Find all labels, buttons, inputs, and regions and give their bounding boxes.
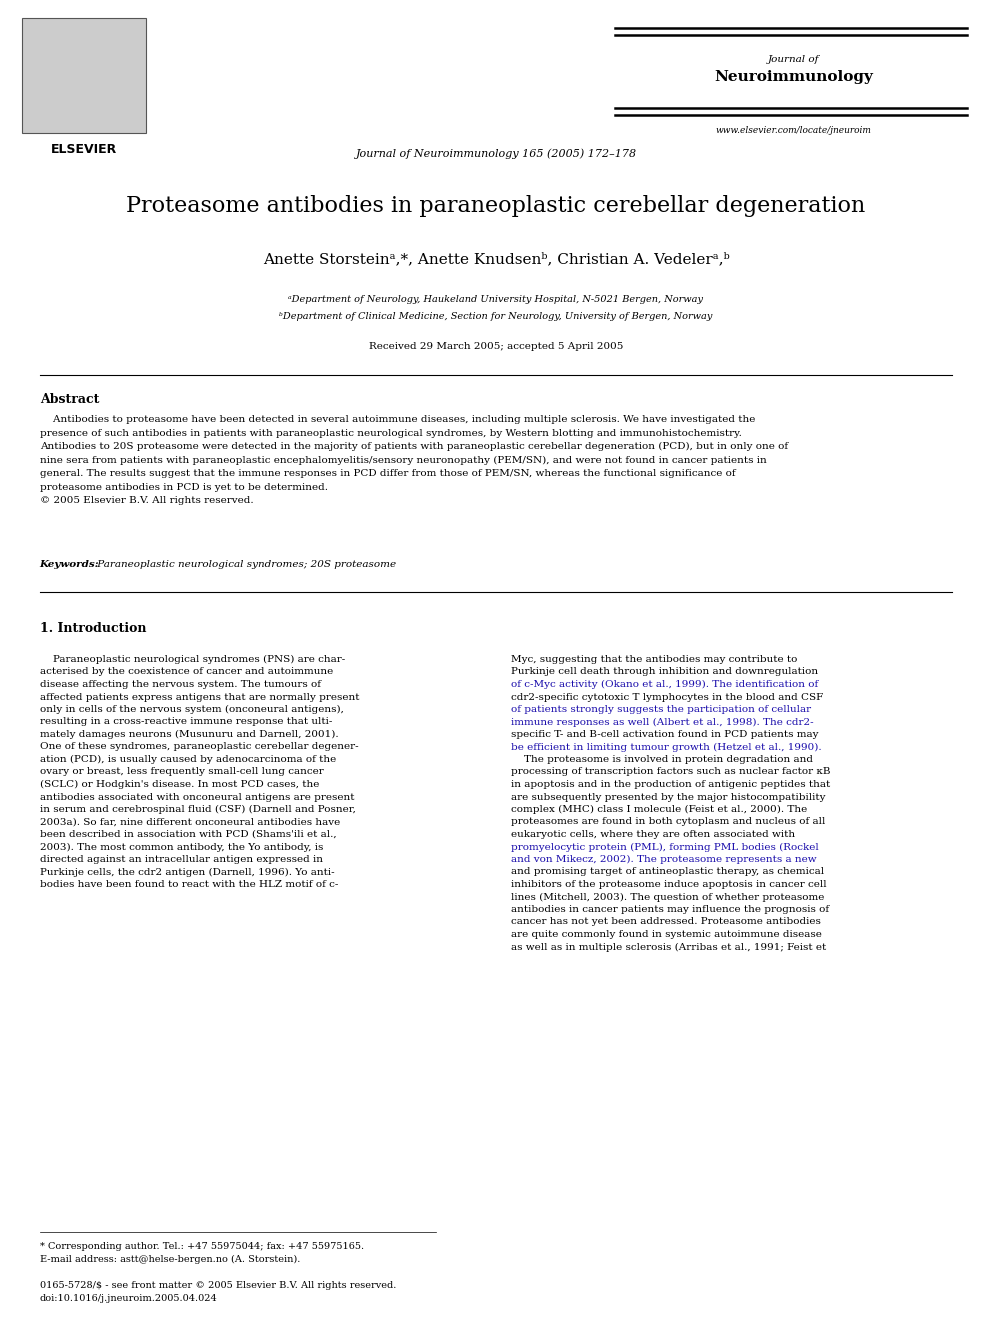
Text: Purkinje cells, the cdr2 antigen (Darnell, 1996). Yo anti-: Purkinje cells, the cdr2 antigen (Darnel… (40, 868, 334, 877)
Text: antibodies in cancer patients may influence the prognosis of: antibodies in cancer patients may influe… (511, 905, 829, 914)
Text: specific T- and B-cell activation found in PCD patients may: specific T- and B-cell activation found … (511, 730, 818, 740)
Text: of c-Myc activity (Okano et al., 1999). The identification of: of c-Myc activity (Okano et al., 1999). … (511, 680, 818, 689)
Text: Antibodies to 20S proteasome were detected in the majority of patients with para: Antibodies to 20S proteasome were detect… (40, 442, 788, 451)
Text: The proteasome is involved in protein degradation and: The proteasome is involved in protein de… (511, 755, 812, 763)
Text: Abstract: Abstract (40, 393, 99, 406)
Text: been described in association with PCD (Shams'ili et al.,: been described in association with PCD (… (40, 830, 336, 839)
Text: and von Mikecz, 2002). The proteasome represents a new: and von Mikecz, 2002). The proteasome re… (511, 855, 816, 864)
Text: Antibodies to proteasome have been detected in several autoimmune diseases, incl: Antibodies to proteasome have been detec… (40, 415, 755, 423)
Text: Neuroimmunology: Neuroimmunology (714, 70, 873, 83)
Text: processing of transcription factors such as nuclear factor κB: processing of transcription factors such… (511, 767, 830, 777)
Text: www.elsevier.com/locate/jneuroim: www.elsevier.com/locate/jneuroim (715, 126, 872, 135)
Text: ELSEVIER: ELSEVIER (52, 143, 117, 156)
Text: ᵇDepartment of Clinical Medicine, Section for Neurology, University of Bergen, N: ᵇDepartment of Clinical Medicine, Sectio… (280, 312, 712, 321)
Text: Received 29 March 2005; accepted 5 April 2005: Received 29 March 2005; accepted 5 April… (369, 343, 623, 351)
Text: doi:10.1016/j.jneuroim.2005.04.024: doi:10.1016/j.jneuroim.2005.04.024 (40, 1294, 217, 1303)
Text: general. The results suggest that the immune responses in PCD differ from those : general. The results suggest that the im… (40, 468, 735, 478)
Text: directed against an intracellular antigen expressed in: directed against an intracellular antige… (40, 855, 322, 864)
Text: bodies have been found to react with the HLZ motif of c-: bodies have been found to react with the… (40, 880, 338, 889)
Text: affected patients express antigens that are normally present: affected patients express antigens that … (40, 692, 359, 701)
Text: 0165-5728/$ - see front matter © 2005 Elsevier B.V. All rights reserved.: 0165-5728/$ - see front matter © 2005 El… (40, 1281, 396, 1290)
Text: © 2005 Elsevier B.V. All rights reserved.: © 2005 Elsevier B.V. All rights reserved… (40, 496, 253, 505)
Text: only in cells of the nervous system (onconeural antigens),: only in cells of the nervous system (onc… (40, 705, 343, 714)
Bar (22, 19, 146, 134)
Text: be efficient in limiting tumour growth (Hetzel et al., 1990).: be efficient in limiting tumour growth (… (511, 742, 821, 751)
Text: 1. Introduction: 1. Introduction (40, 622, 146, 635)
Text: Purkinje cell death through inhibition and downregulation: Purkinje cell death through inhibition a… (511, 668, 818, 676)
Text: ᵃDepartment of Neurology, Haukeland University Hospital, N-5021 Bergen, Norway: ᵃDepartment of Neurology, Haukeland Univ… (289, 295, 703, 304)
Text: Myc, suggesting that the antibodies may contribute to: Myc, suggesting that the antibodies may … (511, 655, 798, 664)
Text: lines (Mitchell, 2003). The question of whether proteasome: lines (Mitchell, 2003). The question of … (511, 893, 824, 902)
Text: ovary or breast, less frequently small-cell lung cancer: ovary or breast, less frequently small-c… (40, 767, 323, 777)
Text: as well as in multiple sclerosis (Arribas et al., 1991; Feist et: as well as in multiple sclerosis (Arriba… (511, 942, 826, 951)
Text: E-mail address: astt@helse-bergen.no (A. Storstein).: E-mail address: astt@helse-bergen.no (A.… (40, 1256, 300, 1263)
Text: proteasomes are found in both cytoplasm and nucleus of all: proteasomes are found in both cytoplasm … (511, 818, 825, 827)
Text: Anette Storsteinᵃ,*, Anette Knudsenᵇ, Christian A. Vedelerᵃ,ᵇ: Anette Storsteinᵃ,*, Anette Knudsenᵇ, Ch… (263, 251, 729, 266)
Text: cancer has not yet been addressed. Proteasome antibodies: cancer has not yet been addressed. Prote… (511, 917, 820, 926)
Text: Paraneoplastic neurological syndromes (PNS) are char-: Paraneoplastic neurological syndromes (P… (40, 655, 345, 664)
Text: of patients strongly suggests the participation of cellular: of patients strongly suggests the partic… (511, 705, 811, 714)
Text: Proteasome antibodies in paraneoplastic cerebellar degeneration: Proteasome antibodies in paraneoplastic … (126, 194, 866, 217)
Text: Journal of: Journal of (768, 56, 819, 64)
Text: 2003a). So far, nine different onconeural antibodies have: 2003a). So far, nine different onconeura… (40, 818, 340, 827)
Text: in serum and cerebrospinal fluid (CSF) (Darnell and Posner,: in serum and cerebrospinal fluid (CSF) (… (40, 804, 355, 814)
Text: (SCLC) or Hodgkin's disease. In most PCD cases, the: (SCLC) or Hodgkin's disease. In most PCD… (40, 781, 319, 789)
Text: Keywords:: Keywords: (40, 560, 99, 569)
Text: acterised by the coexistence of cancer and autoimmune: acterised by the coexistence of cancer a… (40, 668, 333, 676)
Text: Journal of Neuroimmunology 165 (2005) 172–178: Journal of Neuroimmunology 165 (2005) 17… (355, 148, 637, 159)
Text: promyelocytic protein (PML), forming PML bodies (Rockel: promyelocytic protein (PML), forming PML… (511, 843, 818, 852)
Text: and promising target of antineoplastic therapy, as chemical: and promising target of antineoplastic t… (511, 868, 824, 877)
Text: inhibitors of the proteasome induce apoptosis in cancer cell: inhibitors of the proteasome induce apop… (511, 880, 826, 889)
Text: presence of such antibodies in patients with paraneoplastic neurological syndrom: presence of such antibodies in patients … (40, 429, 742, 438)
Text: immune responses as well (Albert et al., 1998). The cdr2-: immune responses as well (Albert et al.,… (511, 717, 813, 726)
Text: are quite commonly found in systemic autoimmune disease: are quite commonly found in systemic aut… (511, 930, 821, 939)
Text: ation (PCD), is usually caused by adenocarcinoma of the: ation (PCD), is usually caused by adenoc… (40, 755, 336, 765)
Text: proteasome antibodies in PCD is yet to be determined.: proteasome antibodies in PCD is yet to b… (40, 483, 327, 492)
Text: resulting in a cross-reactive immune response that ulti-: resulting in a cross-reactive immune res… (40, 717, 332, 726)
Text: nine sera from patients with paraneoplastic encephalomyelitis/sensory neuronopat: nine sera from patients with paraneoplas… (40, 455, 767, 464)
Text: One of these syndromes, paraneoplastic cerebellar degener-: One of these syndromes, paraneoplastic c… (40, 742, 358, 751)
Text: cdr2-specific cytotoxic T lymphocytes in the blood and CSF: cdr2-specific cytotoxic T lymphocytes in… (511, 692, 823, 701)
Text: eukaryotic cells, where they are often associated with: eukaryotic cells, where they are often a… (511, 830, 795, 839)
Text: disease affecting the nervous system. The tumours of: disease affecting the nervous system. Th… (40, 680, 320, 689)
Text: Paraneoplastic neurological syndromes; 20S proteasome: Paraneoplastic neurological syndromes; 2… (94, 560, 397, 569)
Text: are subsequently presented by the major histocompatibility: are subsequently presented by the major … (511, 792, 825, 802)
Text: 2003). The most common antibody, the Yo antibody, is: 2003). The most common antibody, the Yo … (40, 843, 323, 852)
Text: complex (MHC) class I molecule (Feist et al., 2000). The: complex (MHC) class I molecule (Feist et… (511, 804, 807, 814)
Text: antibodies associated with onconeural antigens are present: antibodies associated with onconeural an… (40, 792, 354, 802)
Text: * Corresponding author. Tel.: +47 55975044; fax: +47 55975165.: * Corresponding author. Tel.: +47 559750… (40, 1242, 364, 1252)
Text: in apoptosis and in the production of antigenic peptides that: in apoptosis and in the production of an… (511, 781, 830, 789)
Text: mately damages neurons (Musunuru and Darnell, 2001).: mately damages neurons (Musunuru and Dar… (40, 730, 338, 740)
